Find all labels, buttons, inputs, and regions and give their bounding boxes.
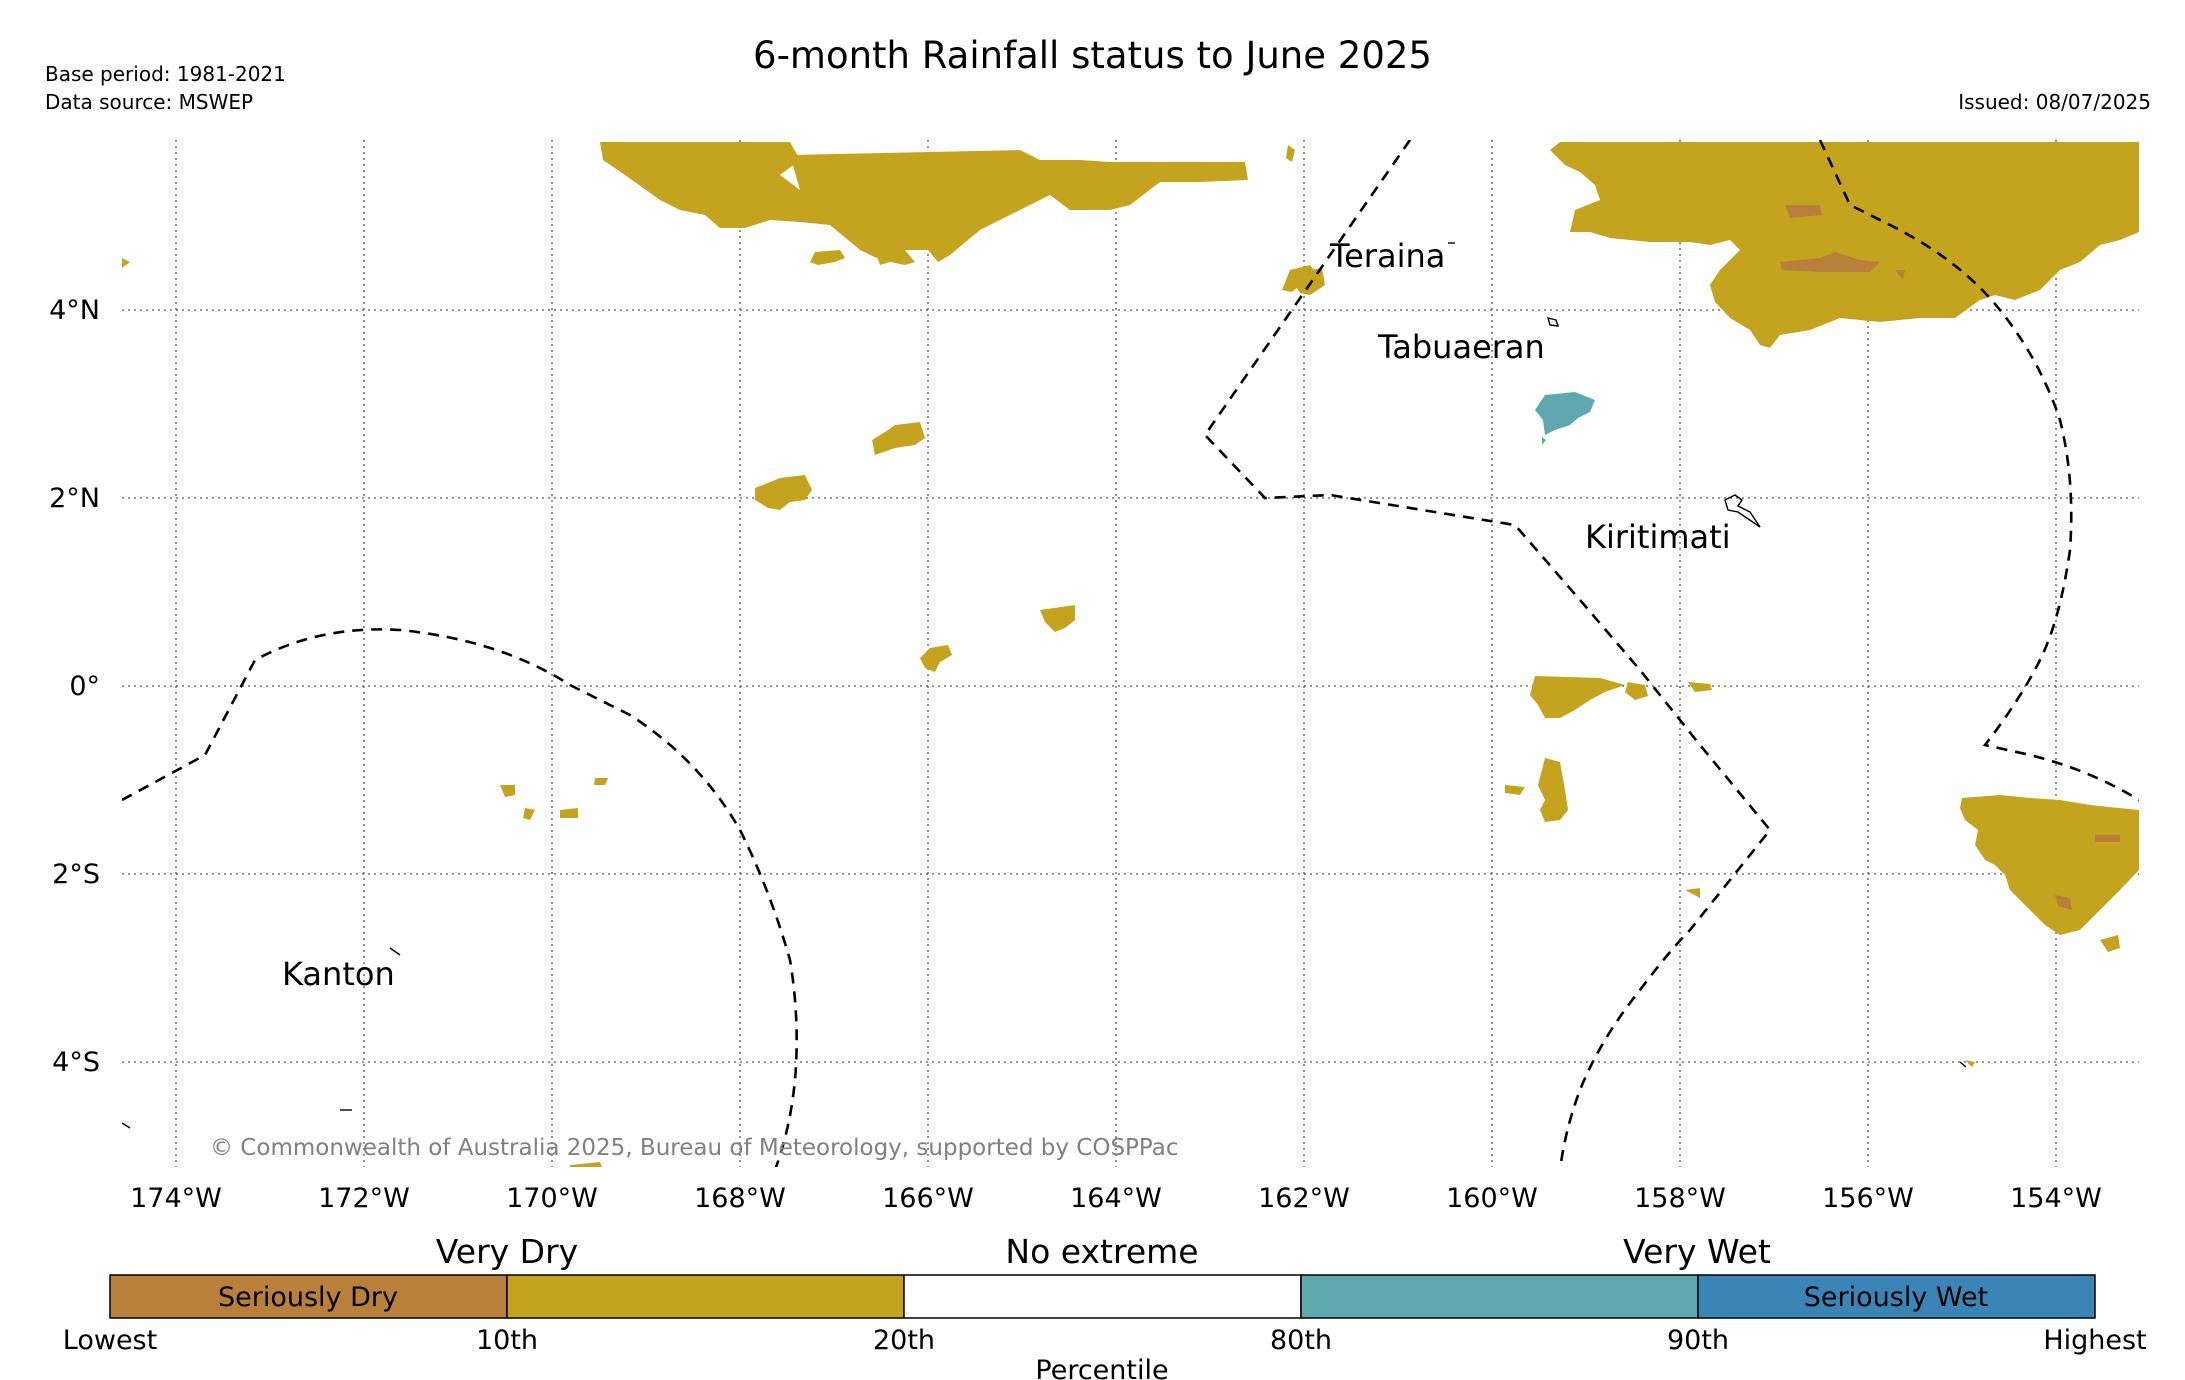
very-wet-regions [1535,392,1595,445]
legend-box-no-extreme [903,1274,1302,1319]
x-tick-label: 174°W [130,1183,222,1214]
x-tick-labels: 174°W 172°W 170°W 168°W 166°W 164°W 162°… [130,1183,2102,1214]
legend: Very Dry No extreme Very Wet Seriously D… [63,1232,2147,1380]
y-tick-label: 4°S [52,1047,100,1078]
legend-box-seriously-wet [1697,1274,2096,1319]
place-label-tabuaeran: Tabuaeran [1377,328,1545,366]
legend-box-very-dry [506,1274,905,1319]
legend-tick-label: Lowest [63,1325,157,1356]
legend-tick-label: 90th [1667,1325,1729,1356]
x-tick-label: 168°W [694,1183,786,1214]
place-label-kanton: Kanton [282,955,395,993]
map-title: 6-month Rainfall status to June 2025 [753,34,1432,77]
x-tick-label: 160°W [1446,1183,1538,1214]
legend-group-very-wet: Very Wet [1623,1232,1771,1271]
data-source-text: Data source: MSWEP [45,90,254,114]
x-tick-label: 158°W [1634,1183,1726,1214]
legend-tick-label: 10th [476,1325,538,1356]
legend-axis-label: Percentile [1035,1355,1168,1380]
seriously-dry-regions [1780,205,2120,910]
y-tick-label: 0° [69,671,100,702]
legend-tick-label: 80th [1270,1325,1332,1356]
base-period-text: Base period: 1981-2021 [45,62,286,86]
x-tick-label: 162°W [1258,1183,1350,1214]
x-tick-label: 154°W [2010,1183,2102,1214]
legend-box-label-seriously-wet: Seriously Wet [1804,1282,1988,1313]
place-label-kiritimati: Kiritimati [1585,518,1731,556]
legend-tick-label: 20th [873,1325,935,1356]
y-tick-label: 2°S [52,859,100,890]
x-tick-label: 172°W [318,1183,410,1214]
x-tick-label: 156°W [1822,1183,1914,1214]
x-tick-label: 164°W [1070,1183,1162,1214]
legend-tick-label: Highest [2043,1325,2146,1356]
eez-boundaries [122,140,2139,1167]
copyright-text: © Commonwealth of Australia 2025, Bureau… [210,1135,1179,1161]
legend-group-no-extreme: No extreme [1005,1232,1198,1271]
island-outlines [122,242,1967,1129]
y-tick-label: 4°N [49,295,100,326]
legend-group-very-dry: Very Dry [436,1232,578,1271]
issued-date-text: Issued: 08/07/2025 [1958,90,2151,114]
y-tick-labels: 4°N 2°N 0° 2°S 4°S [49,295,100,1078]
y-tick-label: 2°N [49,483,100,514]
very-dry-regions [122,142,2139,1167]
x-tick-label: 166°W [882,1183,974,1214]
legend-box-very-wet [1300,1274,1699,1319]
x-tick-label: 170°W [506,1183,598,1214]
legend-box-label-seriously-dry: Seriously Dry [218,1282,398,1313]
place-label-teraina: Teraina [1329,237,1445,275]
